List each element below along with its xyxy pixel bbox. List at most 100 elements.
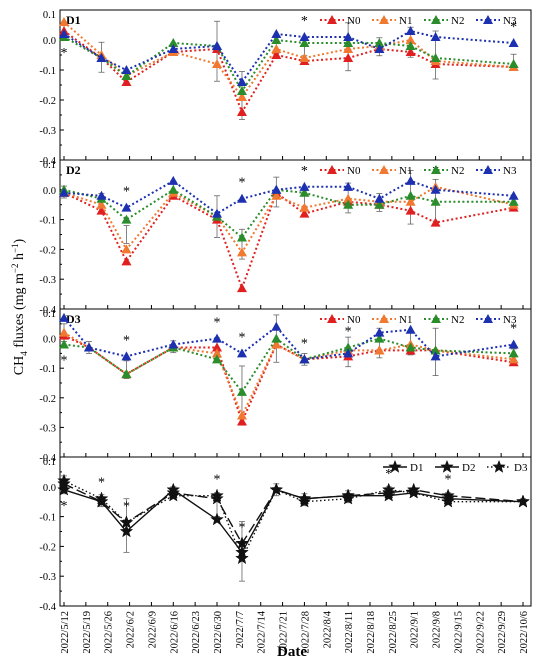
significance-asterisk: *	[61, 499, 68, 514]
series-d2-point	[119, 524, 134, 538]
series-n2-point	[430, 53, 441, 62]
series-d3-point	[516, 494, 530, 508]
legend-marker	[492, 459, 506, 473]
y-tick-label: 0.0	[43, 483, 56, 494]
series-n3-point	[271, 321, 282, 331]
legend-entry: N2	[451, 314, 464, 326]
series-n3-point	[212, 208, 222, 218]
series-n3-point	[343, 348, 354, 358]
series-n2-point	[508, 196, 519, 206]
series-n2-point	[405, 41, 416, 50]
series-n3-point	[83, 342, 94, 352]
series-d3-point	[94, 491, 109, 505]
series-d2-point	[210, 512, 224, 526]
panel-label: D3	[66, 312, 81, 326]
x-tick-label: 2022/6/16	[169, 611, 180, 654]
series-n3-point	[121, 202, 132, 212]
series-n2-point	[405, 342, 416, 352]
panel-label: D1	[66, 13, 81, 27]
series-n3-point	[374, 44, 385, 53]
y-tick-label: -0.4	[39, 453, 56, 464]
series-n0-point	[405, 205, 416, 215]
series-n3-point	[405, 324, 416, 334]
x-tick-label: 2022/8/25	[388, 611, 399, 654]
x-tick-label: 2022/5/26	[104, 611, 115, 654]
series-n0-line	[63, 191, 514, 292]
legend-entry: D1	[410, 462, 423, 474]
series-n3-point	[508, 38, 519, 47]
series-n0-point	[405, 47, 416, 56]
y-tick-label: -0.2	[39, 96, 56, 107]
legend-entry: N0	[347, 165, 361, 177]
series-n3-point	[508, 339, 519, 349]
legend-marker	[440, 459, 454, 473]
x-tick-label: 2022/8/4	[322, 610, 333, 648]
series-n1-point	[236, 92, 247, 101]
significance-asterisk: *	[214, 473, 221, 488]
y-tick-label: -0.2	[39, 542, 56, 553]
series-n0-line	[63, 334, 514, 425]
series-n1-line	[63, 331, 514, 419]
series-d3-point	[210, 488, 224, 502]
significance-asterisk: *	[98, 476, 105, 491]
significance-asterisk: *	[214, 316, 221, 331]
x-tick-label: 2022/9/15	[453, 611, 464, 654]
legend: D1 D2 D3	[383, 459, 528, 474]
series-n2-point	[59, 339, 69, 349]
significance-asterisk: *	[61, 354, 68, 369]
series-n2-point	[374, 199, 385, 209]
series-n3-point	[59, 312, 69, 322]
series-n1-point	[59, 327, 69, 337]
significance-asterisk: *	[510, 322, 517, 337]
series-d2-point	[381, 488, 396, 502]
y-tick-label: -0.3	[39, 423, 56, 434]
plot-frame	[59, 456, 532, 607]
series-n0-point	[236, 416, 247, 426]
legend-marker	[327, 15, 337, 24]
series-n3-point	[405, 175, 416, 185]
series-n1-point	[121, 244, 132, 254]
series-d3-point	[381, 482, 396, 496]
x-tick-label: 2022/7/28	[300, 611, 311, 654]
panel-d3: 0.10.0-0.1-0.2-0.3-0.4D3**** ** *N0 N1 N2 N3	[39, 308, 532, 464]
series-n0-point	[121, 77, 132, 86]
plot-frame	[59, 308, 532, 458]
series-n3-point	[236, 348, 247, 358]
x-tick-label: 2022/6/30	[213, 611, 224, 654]
series-n2-point	[236, 86, 247, 95]
series-n2-point	[236, 232, 247, 242]
series-n3-point	[343, 32, 354, 41]
legend-marker	[483, 15, 493, 24]
y-tick-label: -0.1	[39, 364, 56, 375]
series-d2-line	[63, 488, 524, 554]
series-n1-point	[96, 199, 107, 209]
series-n3-point	[299, 32, 310, 41]
series-n2-point	[168, 38, 179, 47]
legend-marker	[431, 165, 441, 174]
y-axis-label: CH4 fluxes (mg m−2 h−1)	[10, 238, 29, 375]
plot-frame	[59, 159, 532, 310]
legend-marker	[431, 314, 441, 323]
significance-asterisk: *	[238, 330, 245, 345]
series-n2-point	[508, 59, 519, 68]
y-tick-label: -0.1	[39, 513, 56, 524]
series-n2-line	[63, 36, 514, 93]
series-n0-point	[271, 50, 282, 59]
series-d1-line	[63, 483, 524, 545]
x-tick-label: 2022/9/29	[497, 611, 508, 654]
series-n0-point	[121, 256, 132, 266]
series-n0-point	[96, 205, 107, 215]
series-n3-point	[271, 184, 282, 194]
legend-entry: N0	[347, 314, 361, 326]
series-n3-point	[212, 41, 222, 50]
series-n3-point	[271, 29, 282, 38]
legend: N0 N1 N2 N3	[320, 15, 517, 27]
series-n3-point	[96, 190, 107, 200]
series-d3-line	[63, 480, 523, 561]
significance-asterisk: *	[301, 14, 308, 29]
series-d3-point	[57, 473, 71, 487]
y-tick-label: -0.3	[39, 275, 56, 286]
series-d3-point	[441, 494, 455, 508]
series-n3-point	[430, 351, 441, 361]
